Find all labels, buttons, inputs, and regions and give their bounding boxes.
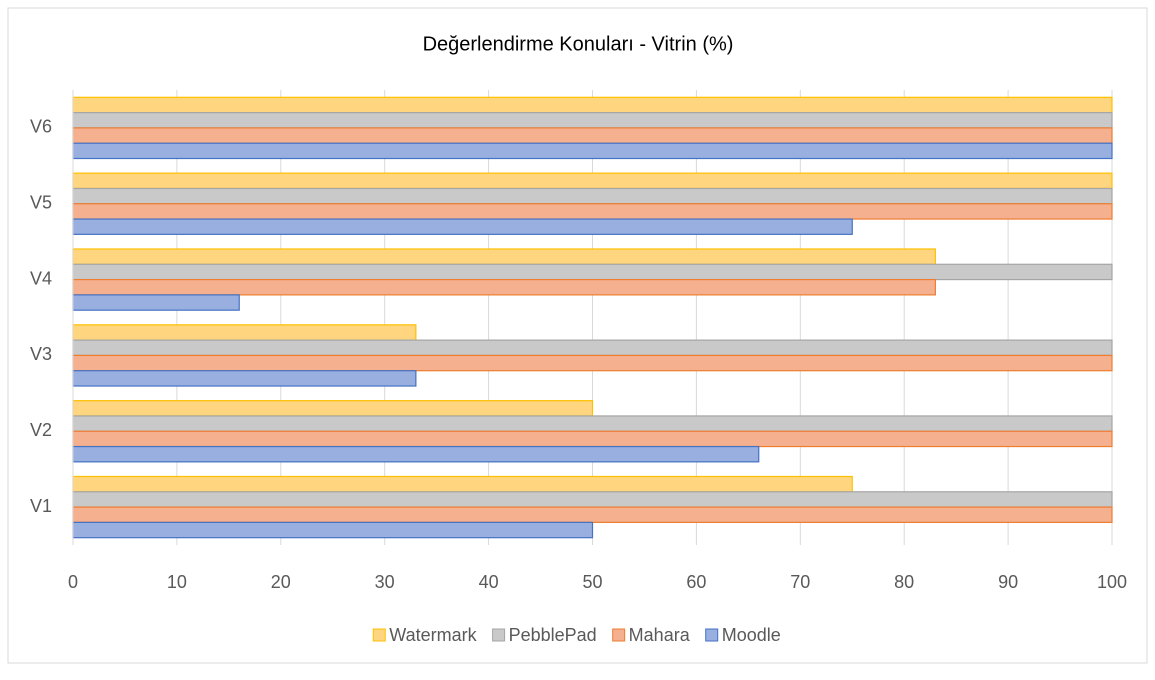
y-tick-label: V6	[30, 117, 52, 137]
bar	[72, 127, 1113, 144]
x-tick-label: 80	[894, 572, 914, 592]
bar	[72, 506, 1113, 523]
bar	[72, 112, 1113, 129]
bar	[72, 400, 594, 417]
bar	[72, 521, 594, 539]
x-tick-label: 10	[167, 572, 187, 592]
bar	[72, 370, 417, 387]
bar	[72, 263, 1113, 281]
legend-swatch	[705, 628, 719, 642]
bar	[72, 324, 417, 341]
legend-label: PebblePad	[509, 625, 597, 645]
chart-title: Değerlendirme Konuları - Vitrin (%)	[423, 33, 734, 55]
x-tick-label: 0	[68, 572, 78, 592]
bar	[72, 294, 240, 311]
bar	[72, 445, 760, 463]
bar	[72, 142, 1113, 160]
x-tick-label: 20	[271, 572, 291, 592]
bar	[72, 278, 936, 296]
x-tick-label: 90	[998, 572, 1018, 592]
bar	[72, 172, 1113, 190]
legend-swatch	[612, 628, 626, 642]
bar	[72, 491, 1113, 508]
bar	[72, 96, 1113, 114]
x-tick-label: 100	[1097, 572, 1127, 592]
x-tick-label: 30	[375, 572, 395, 592]
y-tick-label: V1	[30, 496, 52, 516]
y-tick-label: V4	[30, 268, 52, 288]
legend-swatch	[372, 628, 386, 642]
legend-label: Watermark	[389, 625, 477, 645]
bar	[72, 430, 1113, 448]
legend-swatch	[492, 628, 506, 642]
x-tick-label: 50	[582, 572, 602, 592]
x-tick-label: 60	[686, 572, 706, 592]
x-tick-label: 40	[479, 572, 499, 592]
y-tick-label: V5	[30, 193, 52, 213]
bar	[72, 203, 1113, 220]
bar	[72, 218, 853, 235]
bar	[72, 415, 1113, 432]
bar	[72, 187, 1113, 205]
x-tick-label: 70	[790, 572, 810, 592]
legend-label: Mahara	[629, 625, 691, 645]
bar	[72, 339, 1113, 357]
y-tick-label: V3	[30, 344, 52, 364]
legend-label: Moodle	[722, 625, 781, 645]
bar	[72, 354, 1113, 372]
y-tick-label: V2	[30, 420, 52, 440]
bar	[72, 248, 936, 265]
bar	[72, 475, 853, 493]
